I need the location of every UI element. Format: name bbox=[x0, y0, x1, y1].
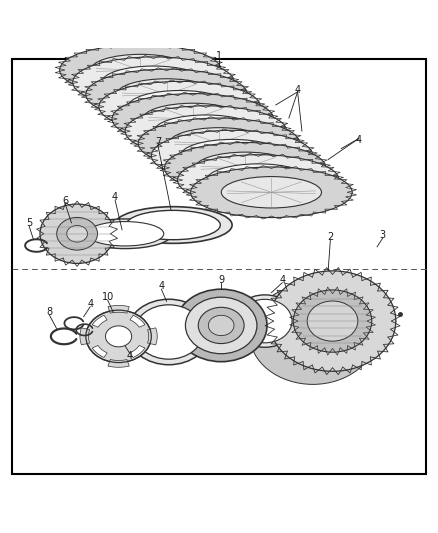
Text: 9: 9 bbox=[218, 274, 224, 285]
Ellipse shape bbox=[138, 118, 300, 169]
Ellipse shape bbox=[169, 128, 269, 159]
Ellipse shape bbox=[175, 289, 267, 362]
Polygon shape bbox=[108, 360, 129, 367]
Polygon shape bbox=[130, 345, 145, 358]
Text: 4: 4 bbox=[112, 192, 118, 201]
Ellipse shape bbox=[90, 54, 191, 86]
Ellipse shape bbox=[86, 69, 247, 120]
Ellipse shape bbox=[57, 217, 98, 250]
Polygon shape bbox=[130, 316, 145, 327]
Polygon shape bbox=[92, 316, 107, 327]
Ellipse shape bbox=[125, 106, 287, 157]
Ellipse shape bbox=[180, 140, 284, 172]
Ellipse shape bbox=[112, 94, 274, 144]
Text: 10: 10 bbox=[102, 292, 114, 302]
Text: 4: 4 bbox=[294, 85, 300, 95]
Text: 3: 3 bbox=[380, 230, 386, 240]
Ellipse shape bbox=[232, 295, 297, 348]
Ellipse shape bbox=[207, 164, 310, 196]
Ellipse shape bbox=[195, 152, 295, 183]
Polygon shape bbox=[92, 345, 107, 358]
Ellipse shape bbox=[60, 45, 221, 95]
Ellipse shape bbox=[114, 207, 232, 244]
Ellipse shape bbox=[126, 211, 220, 240]
Ellipse shape bbox=[154, 115, 258, 147]
Ellipse shape bbox=[99, 82, 261, 132]
Ellipse shape bbox=[106, 326, 132, 347]
Ellipse shape bbox=[127, 299, 210, 365]
Text: 8: 8 bbox=[46, 308, 53, 317]
Ellipse shape bbox=[143, 103, 243, 135]
Ellipse shape bbox=[198, 308, 244, 344]
Polygon shape bbox=[108, 305, 129, 313]
Ellipse shape bbox=[191, 167, 352, 217]
Ellipse shape bbox=[134, 305, 203, 359]
Ellipse shape bbox=[86, 222, 164, 246]
Ellipse shape bbox=[250, 284, 376, 384]
Ellipse shape bbox=[164, 142, 326, 193]
Ellipse shape bbox=[117, 79, 217, 110]
Ellipse shape bbox=[177, 155, 339, 205]
Ellipse shape bbox=[185, 297, 257, 354]
Text: 7: 7 bbox=[155, 137, 161, 147]
Polygon shape bbox=[148, 328, 157, 345]
Ellipse shape bbox=[78, 219, 172, 248]
Polygon shape bbox=[60, 70, 221, 71]
Ellipse shape bbox=[67, 225, 88, 242]
Ellipse shape bbox=[307, 301, 358, 341]
Text: 2: 2 bbox=[327, 232, 333, 242]
Ellipse shape bbox=[102, 66, 205, 99]
Text: 4: 4 bbox=[87, 298, 93, 309]
Polygon shape bbox=[80, 328, 90, 345]
Text: 4: 4 bbox=[279, 274, 286, 285]
Text: 4: 4 bbox=[127, 351, 133, 361]
Ellipse shape bbox=[269, 271, 396, 372]
Ellipse shape bbox=[221, 176, 321, 208]
Ellipse shape bbox=[73, 57, 234, 108]
Ellipse shape bbox=[238, 300, 292, 343]
Ellipse shape bbox=[208, 316, 234, 336]
Ellipse shape bbox=[86, 310, 151, 362]
Ellipse shape bbox=[293, 290, 372, 352]
Ellipse shape bbox=[128, 91, 231, 123]
Text: 5: 5 bbox=[26, 218, 32, 228]
Ellipse shape bbox=[151, 130, 313, 181]
Text: 4: 4 bbox=[356, 135, 362, 145]
Ellipse shape bbox=[40, 204, 114, 263]
Text: 4: 4 bbox=[158, 281, 164, 291]
Text: 6: 6 bbox=[62, 196, 68, 206]
Text: 1: 1 bbox=[216, 51, 222, 61]
